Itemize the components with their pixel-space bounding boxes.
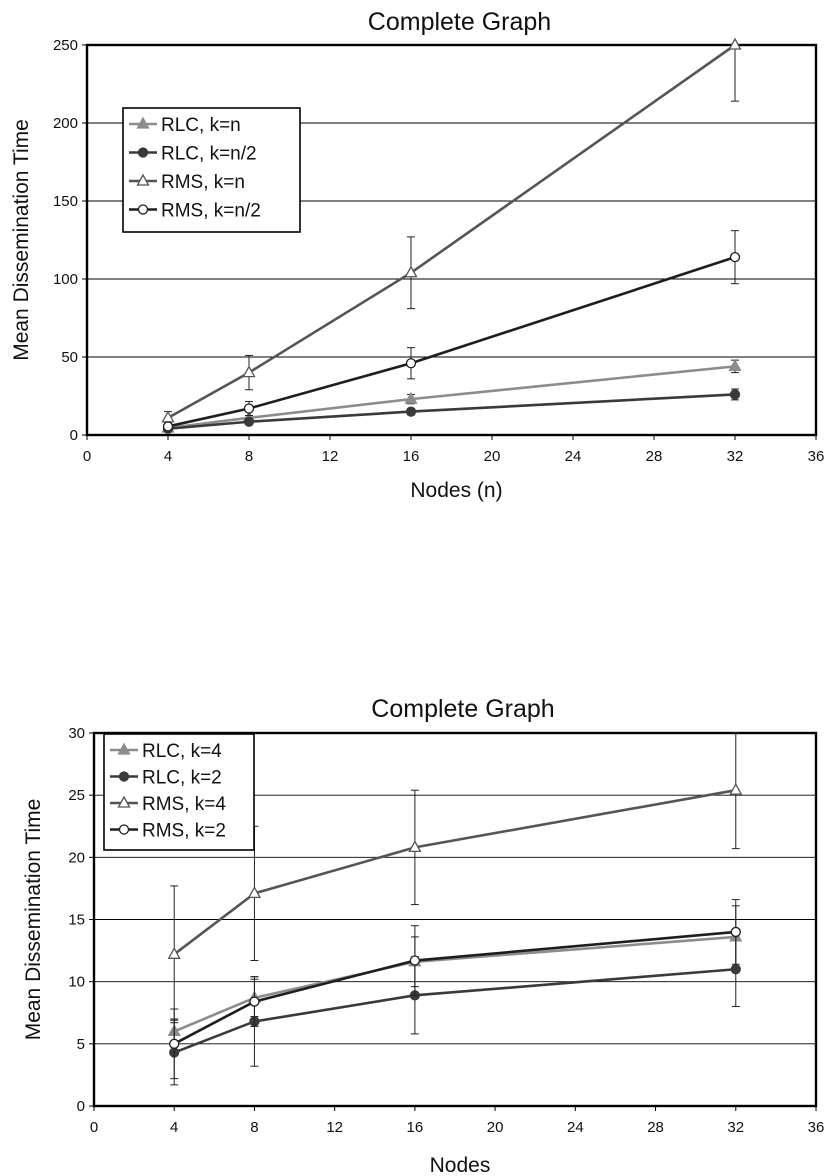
data-point <box>729 782 743 795</box>
data-point <box>404 265 418 278</box>
y-tick-label: 10 <box>68 974 85 991</box>
data-point <box>408 840 422 853</box>
legend-entry: RMS, k=n/2 <box>161 201 261 222</box>
x-tick-label: 4 <box>164 448 172 465</box>
x-tick-label: 36 <box>808 1119 825 1136</box>
y-tick-label: 50 <box>61 349 78 366</box>
legend-marker <box>137 204 149 215</box>
data-point <box>730 926 741 938</box>
y-tick-label: 30 <box>68 725 85 742</box>
y-tick-label: 5 <box>77 1036 85 1053</box>
x-tick-label: 8 <box>245 448 253 465</box>
y-tick-label: 100 <box>53 271 78 288</box>
y-tick-label: 200 <box>53 115 78 132</box>
series-line <box>167 255 736 428</box>
data-point <box>729 252 741 263</box>
x-tick-label: 28 <box>646 448 663 465</box>
chart-2: Complete Graph 0 5 10 15 20 25 30 0 4 8 12 16 20 24 28 3… <box>22 695 824 1176</box>
legend-marker <box>117 795 131 808</box>
x-tick-label: 32 <box>727 448 744 465</box>
x-tick-label: 32 <box>727 1119 744 1136</box>
x-tick-label: 8 <box>250 1119 258 1136</box>
x-tick-label: 16 <box>407 1119 424 1136</box>
data-point <box>728 37 742 50</box>
data-point <box>729 389 741 400</box>
chart-1: Complete Graph 0 50 100 150 200 250 0 4 8 12 16 20 24… <box>10 8 824 502</box>
x-axis-label: Nodes <box>430 1154 491 1176</box>
legend-marker <box>136 173 150 186</box>
x-tick-label: 0 <box>90 1119 98 1136</box>
data-point <box>405 406 417 417</box>
legend-entry: RMS, k=n <box>161 172 245 193</box>
legend-marker <box>118 771 130 782</box>
chart-title: Complete Graph <box>371 695 554 723</box>
data-point <box>169 1038 180 1049</box>
legend-entry: RLC, k=n <box>161 115 241 136</box>
y-tick-label: 150 <box>53 193 78 210</box>
legend: RLC, k=4 RLC, k=2 RMS, k=4 RMS, k=2 <box>103 733 255 851</box>
x-tick-label: 20 <box>484 448 501 465</box>
y-tick-label: 25 <box>68 787 85 804</box>
data-point <box>243 416 255 427</box>
series-3 <box>161 37 742 425</box>
data-point <box>243 403 255 414</box>
legend: RLC, k=n RLC, k=n/2 RMS, k=n RMS, k=n/2 <box>122 107 301 233</box>
x-tick-label: 12 <box>322 448 339 465</box>
legend-entry: RMS, k=4 <box>142 794 226 815</box>
x-tick-label: 20 <box>487 1119 504 1136</box>
legend-entry: RLC, k=n/2 <box>161 144 257 165</box>
data-point <box>405 358 417 369</box>
legend-marker <box>136 116 150 129</box>
x-tick-label: 24 <box>567 1119 584 1136</box>
series-line <box>173 935 736 1033</box>
plot-area-border <box>85 43 818 437</box>
x-tick-label: 16 <box>403 448 420 465</box>
x-tick-label: 28 <box>647 1119 664 1136</box>
data-point <box>728 359 742 372</box>
y-tick-label: 0 <box>70 427 78 444</box>
series-line <box>173 930 736 1045</box>
series-4 <box>162 230 741 432</box>
x-tick-label: 24 <box>565 448 582 465</box>
data-point <box>242 365 256 378</box>
data-point <box>167 946 181 959</box>
data-point <box>247 886 262 899</box>
x-axis-label: Nodes (n) <box>410 479 502 502</box>
data-point <box>249 996 260 1007</box>
series-line <box>167 393 736 431</box>
data-point <box>409 955 421 966</box>
chart-title: Complete Graph <box>368 8 551 36</box>
legend-entry: RLC, k=4 <box>142 741 222 762</box>
y-tick-label: 20 <box>68 849 85 866</box>
x-tick-label: 36 <box>808 448 825 465</box>
data-point <box>730 964 741 975</box>
legend-box <box>122 107 301 233</box>
x-tick-label: 12 <box>326 1119 343 1136</box>
legend-entry: RMS, k=2 <box>142 821 226 842</box>
data-point <box>162 421 174 432</box>
series-line <box>167 43 736 419</box>
y-axis-label: Mean Dissemination Time <box>10 119 33 361</box>
legend-marker <box>137 147 149 158</box>
series-line <box>173 967 736 1054</box>
x-tick-label: 0 <box>83 448 91 465</box>
series-line <box>167 365 736 430</box>
y-tick-label: 250 <box>53 37 78 54</box>
y-tick-label: 15 <box>68 912 85 929</box>
series-line <box>173 788 737 956</box>
series-2 <box>169 931 741 1086</box>
x-tick-label: 4 <box>170 1119 178 1136</box>
y-tick-label: 0 <box>77 1098 85 1115</box>
legend-marker <box>118 824 130 835</box>
data-point <box>404 391 418 404</box>
y-axis-label: Mean Dissemination Time <box>22 799 45 1041</box>
legend-entry: RLC, k=2 <box>142 768 222 789</box>
legend-marker <box>117 742 131 755</box>
series-4 <box>169 899 741 1080</box>
